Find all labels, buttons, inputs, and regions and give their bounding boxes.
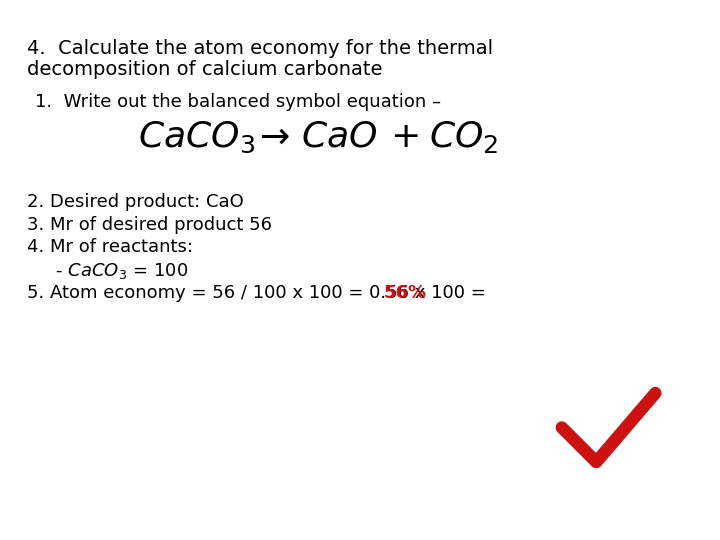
Text: $\rightarrow$: $\rightarrow$ xyxy=(252,120,289,154)
Text: $\mathit{CO}_2$: $\mathit{CO}_2$ xyxy=(429,119,498,155)
Text: $+$: $+$ xyxy=(390,120,418,154)
Text: $\mathit{CaO}$: $\mathit{CaO}$ xyxy=(301,120,377,154)
Text: 4. Mr of reactants:: 4. Mr of reactants: xyxy=(27,239,193,256)
Text: 4.  Calculate the atom economy for the thermal: 4. Calculate the atom economy for the th… xyxy=(27,39,493,58)
Text: 2. Desired product: CaO: 2. Desired product: CaO xyxy=(27,193,244,211)
Text: 56%: 56% xyxy=(384,284,427,302)
Text: decomposition of calcium carbonate: decomposition of calcium carbonate xyxy=(27,60,383,79)
Text: - $\mathit{CaCO}_3$ = 100: - $\mathit{CaCO}_3$ = 100 xyxy=(27,261,189,281)
Text: 5. Atom economy = 56 / 100 x 100 = 0.56 x 100 =: 5. Atom economy = 56 / 100 x 100 = 0.56 … xyxy=(27,284,492,302)
Text: 3. Mr of desired product 56: 3. Mr of desired product 56 xyxy=(27,216,272,234)
Text: $\mathit{CaCO}_3$: $\mathit{CaCO}_3$ xyxy=(138,120,256,155)
Text: 1.  Write out the balanced symbol equation –: 1. Write out the balanced symbol equatio… xyxy=(35,93,441,111)
